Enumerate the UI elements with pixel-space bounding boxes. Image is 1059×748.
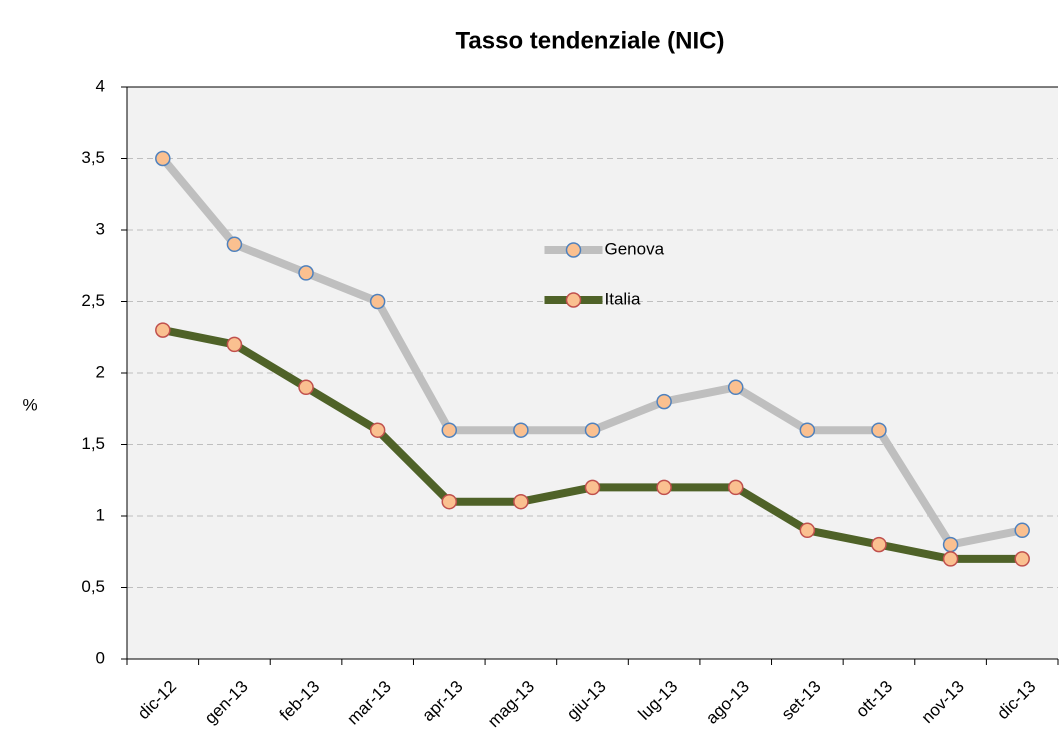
y-tick-label: 1 — [96, 505, 105, 524]
x-tick-label: feb-13 — [276, 677, 324, 725]
x-tick-label: ott-13 — [852, 677, 896, 721]
data-point — [942, 536, 959, 553]
x-tick-label: dic-13 — [993, 677, 1039, 723]
y-tick-label: 2 — [96, 362, 105, 381]
y-tick-label: 2,5 — [81, 291, 105, 310]
y-tick-label: 3,5 — [81, 148, 105, 167]
data-point — [942, 551, 959, 567]
y-tick-label: 0 — [96, 648, 105, 667]
data-point — [1014, 522, 1030, 539]
x-tick-label: giu-13 — [563, 677, 610, 724]
data-point — [369, 422, 386, 438]
data-point — [871, 536, 887, 553]
data-point — [799, 422, 816, 438]
data-point — [441, 422, 458, 438]
data-point — [226, 236, 243, 253]
legend-label: Italia — [605, 289, 641, 308]
data-point — [799, 522, 816, 539]
x-tick-label: ago-13 — [702, 677, 753, 728]
legend-marker — [565, 242, 582, 258]
data-point — [727, 379, 744, 396]
x-tick-label: gen-13 — [201, 677, 252, 728]
x-tick-label: mar-13 — [343, 677, 395, 729]
data-point — [369, 293, 386, 310]
data-point — [727, 479, 744, 496]
data-point — [1014, 551, 1030, 567]
legend-marker — [565, 292, 582, 308]
data-point — [298, 379, 314, 396]
y-axis-label: % — [22, 395, 37, 414]
data-point — [584, 479, 601, 496]
x-tick-label: dic-12 — [134, 677, 180, 723]
data-point — [441, 493, 458, 510]
data-point — [513, 493, 529, 510]
data-point — [513, 422, 529, 438]
y-tick-label: 3 — [96, 219, 105, 238]
x-tick-label: set-13 — [778, 677, 825, 724]
x-tick-label: apr-13 — [418, 677, 466, 725]
data-point — [298, 265, 314, 281]
data-point — [656, 479, 672, 496]
data-point — [226, 336, 243, 353]
x-tick-label: lug-13 — [635, 677, 682, 724]
legend-label: Genova — [605, 239, 665, 258]
y-tick-label: 1,5 — [81, 434, 105, 453]
data-point — [584, 422, 601, 438]
y-tick-label: 0,5 — [81, 577, 105, 596]
x-tick-label: nov-13 — [918, 677, 968, 727]
y-tick-label: 4 — [96, 76, 105, 95]
data-point — [656, 393, 672, 410]
data-point — [871, 422, 887, 438]
chart-title: Tasso tendenziale (NIC) — [456, 27, 725, 54]
data-point — [155, 150, 171, 167]
data-point — [155, 322, 171, 338]
x-tick-label: mag-13 — [484, 677, 538, 731]
